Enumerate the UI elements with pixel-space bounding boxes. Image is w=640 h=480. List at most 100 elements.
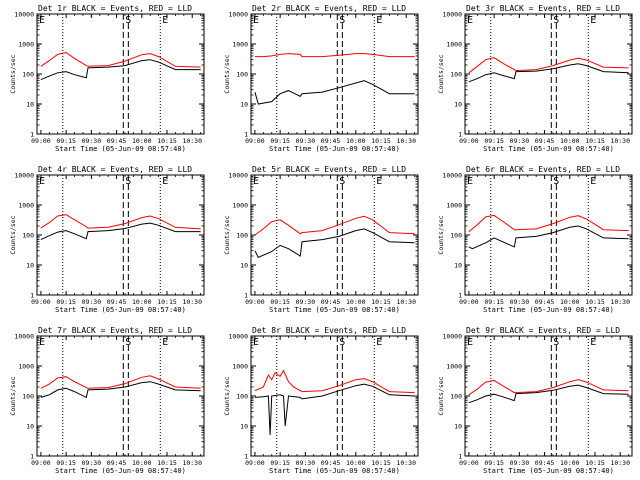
x-tick-label: 09:15 bbox=[484, 459, 504, 467]
series-line-lld bbox=[468, 379, 629, 396]
y-tick-label: 10 bbox=[240, 101, 248, 109]
start-marker-left: E bbox=[467, 15, 473, 26]
y-tick-label: 1000 bbox=[18, 202, 34, 210]
x-axis-label: Start Time (05-Jun-09 08:57:40) bbox=[483, 306, 614, 314]
y-tick-label: 10000 bbox=[442, 172, 462, 180]
chart-title: Det 5r BLACK = Events, RED = LLD bbox=[252, 165, 406, 174]
end-marker: E bbox=[376, 337, 382, 348]
x-tick-label: 10:30 bbox=[182, 137, 202, 145]
x-tick-label: 10:15 bbox=[585, 298, 605, 306]
x-tick-label: 10:00 bbox=[346, 298, 366, 306]
end-marker: E bbox=[590, 15, 596, 26]
x-tick-label: 09:45 bbox=[321, 137, 341, 145]
y-tick-label: 10000 bbox=[14, 11, 34, 19]
y-tick-label: 10000 bbox=[228, 172, 248, 180]
plot-frame bbox=[464, 335, 633, 457]
x-tick-label: 09:45 bbox=[321, 298, 341, 306]
y-tick-label: 1000 bbox=[446, 363, 462, 371]
x-tick-label: 10:00 bbox=[132, 298, 152, 306]
start-marker-left: E bbox=[467, 176, 473, 187]
x-axis-label: Start Time (05-Jun-09 08:57:40) bbox=[55, 145, 186, 153]
start-marker: S bbox=[125, 176, 131, 187]
series-line-lld bbox=[40, 51, 201, 68]
chart-title: Det 3r BLACK = Events, RED = LLD bbox=[466, 4, 620, 13]
plot-frame bbox=[36, 335, 205, 457]
x-tick-label: 10:00 bbox=[132, 137, 152, 145]
end-marker: E bbox=[376, 176, 382, 187]
y-tick-label: 1000 bbox=[232, 41, 248, 49]
x-tick-label: 09:45 bbox=[107, 137, 127, 145]
x-tick-label: 10:15 bbox=[585, 459, 605, 467]
chart-title: Det 7r BLACK = Events, RED = LLD bbox=[38, 326, 192, 335]
start-marker: S bbox=[553, 337, 559, 348]
series-line-lld bbox=[40, 214, 201, 230]
y-axis-label: Counts/sec bbox=[223, 215, 231, 254]
y-tick-label: 10000 bbox=[228, 11, 248, 19]
x-tick-label: 10:30 bbox=[396, 298, 416, 306]
start-marker-left: E bbox=[467, 337, 473, 348]
x-tick-label: 10:15 bbox=[371, 459, 391, 467]
y-tick-label: 100 bbox=[22, 393, 34, 401]
x-tick-label: 10:15 bbox=[585, 137, 605, 145]
x-tick-label: 10:30 bbox=[610, 459, 630, 467]
y-tick-label: 1 bbox=[458, 131, 462, 139]
detector-panel-4: Det 4r BLACK = Events, RED = LLD 1 10 100 10… bbox=[9, 165, 205, 314]
x-tick-label: 10:30 bbox=[396, 137, 416, 145]
end-marker: E bbox=[376, 15, 382, 26]
end-marker: E bbox=[162, 337, 168, 348]
y-tick-label: 100 bbox=[236, 71, 248, 79]
x-tick-label: 10:30 bbox=[396, 459, 416, 467]
x-axis-label: Start Time (05-Jun-09 08:57:40) bbox=[269, 467, 400, 475]
x-tick-label: 10:00 bbox=[560, 298, 580, 306]
x-tick-label: 09:00 bbox=[245, 298, 265, 306]
y-tick-label: 100 bbox=[450, 232, 462, 240]
x-tick-label: 09:15 bbox=[270, 298, 290, 306]
x-tick-label: 09:15 bbox=[56, 137, 76, 145]
y-axis-label: Counts/sec bbox=[437, 376, 445, 415]
y-tick-label: 1000 bbox=[446, 41, 462, 49]
y-tick-label: 10 bbox=[240, 423, 248, 431]
x-tick-label: 09:30 bbox=[510, 459, 530, 467]
end-marker: E bbox=[590, 337, 596, 348]
start-marker: S bbox=[125, 15, 131, 26]
plot-frame bbox=[464, 174, 633, 296]
y-axis-label: Counts/sec bbox=[223, 54, 231, 93]
x-tick-label: 09:00 bbox=[245, 459, 265, 467]
x-tick-label: 09:00 bbox=[459, 298, 479, 306]
x-tick-label: 09:45 bbox=[535, 137, 555, 145]
x-tick-label: 10:30 bbox=[182, 298, 202, 306]
y-tick-label: 100 bbox=[450, 71, 462, 79]
y-tick-label: 100 bbox=[22, 232, 34, 240]
end-marker: E bbox=[590, 176, 596, 187]
plot-frame bbox=[36, 174, 205, 296]
start-marker: S bbox=[339, 15, 345, 26]
x-tick-label: 09:00 bbox=[459, 459, 479, 467]
x-tick-label: 09:00 bbox=[31, 137, 51, 145]
detector-panel-3: Det 3r BLACK = Events, RED = LLD 1 10 100 10… bbox=[437, 4, 633, 153]
detector-panel-6: Det 6r BLACK = Events, RED = LLD 1 10 100 10… bbox=[437, 165, 633, 314]
start-marker: S bbox=[553, 176, 559, 187]
y-tick-label: 100 bbox=[236, 393, 248, 401]
start-marker-left: E bbox=[39, 15, 45, 26]
series-line-lld bbox=[468, 57, 629, 74]
series-line-lld bbox=[468, 214, 629, 232]
x-tick-label: 10:00 bbox=[346, 137, 366, 145]
detector-panel-7: Det 7r BLACK = Events, RED = LLD 1 10 100 10… bbox=[9, 326, 205, 475]
detector-panel-5: Det 5r BLACK = Events, RED = LLD 1 10 100 10… bbox=[223, 165, 419, 314]
x-tick-label: 10:15 bbox=[157, 298, 177, 306]
x-axis-label: Start Time (05-Jun-09 08:57:40) bbox=[55, 306, 186, 314]
x-tick-label: 09:00 bbox=[31, 298, 51, 306]
y-tick-label: 1 bbox=[458, 453, 462, 461]
x-axis-label: Start Time (05-Jun-09 08:57:40) bbox=[483, 145, 614, 153]
y-tick-label: 10000 bbox=[14, 333, 34, 341]
y-tick-label: 10000 bbox=[442, 333, 462, 341]
x-tick-label: 09:30 bbox=[296, 298, 316, 306]
start-marker-left: E bbox=[39, 337, 45, 348]
chart-title: Det 6r BLACK = Events, RED = LLD bbox=[466, 165, 620, 174]
y-tick-label: 1000 bbox=[232, 363, 248, 371]
x-tick-label: 10:00 bbox=[560, 137, 580, 145]
x-tick-label: 09:15 bbox=[270, 137, 290, 145]
x-tick-label: 09:45 bbox=[321, 459, 341, 467]
series-line-events bbox=[468, 384, 629, 404]
x-tick-label: 09:30 bbox=[82, 137, 102, 145]
